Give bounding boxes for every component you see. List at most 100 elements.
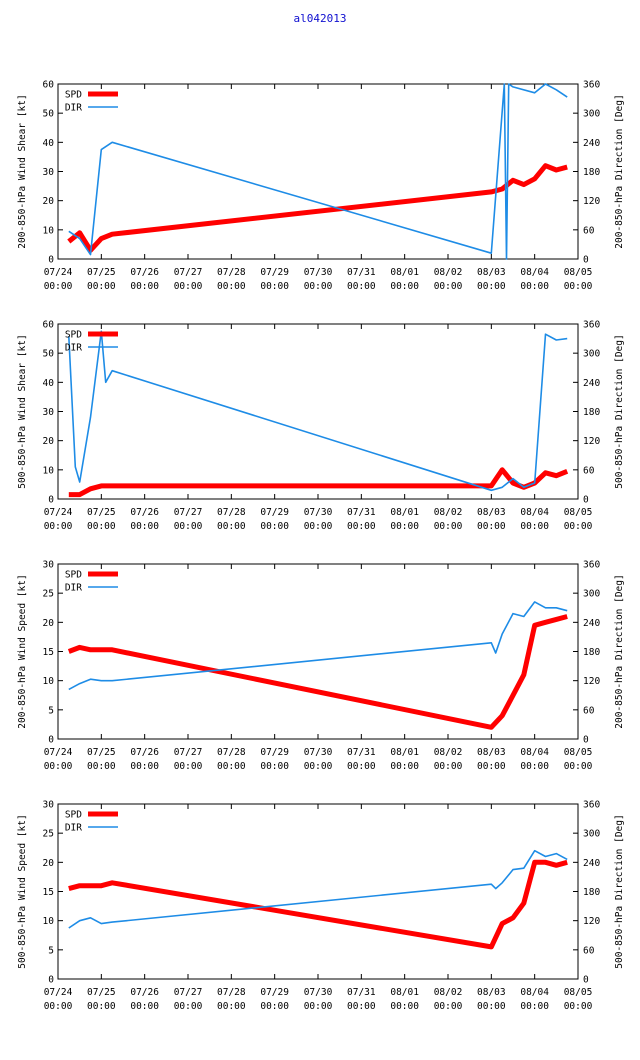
x-tick-time: 00:00 — [87, 761, 116, 772]
x-tick-time: 00:00 — [477, 521, 506, 532]
x-tick-date: 08/05 — [564, 747, 593, 758]
x-tick-date: 08/05 — [564, 507, 593, 518]
x-tick-date: 07/24 — [44, 747, 73, 758]
x-tick-time: 00:00 — [260, 761, 289, 772]
left-tick-label: 60 — [43, 80, 55, 91]
x-tick-time: 00:00 — [44, 281, 73, 292]
left-tick-label: 0 — [48, 735, 54, 746]
x-tick-time: 00:00 — [44, 1001, 73, 1012]
x-tick-date: 08/04 — [520, 747, 549, 758]
x-tick-date: 07/26 — [130, 747, 159, 758]
x-tick-date: 08/02 — [434, 507, 463, 518]
left-tick-label: 20 — [43, 436, 55, 447]
chart-4: 05101520253006012018024030036007/2400:00… — [17, 800, 625, 1013]
x-tick-date: 07/28 — [217, 987, 246, 998]
legend-label-dir: DIR — [65, 583, 82, 594]
x-tick-time: 00:00 — [477, 281, 506, 292]
x-tick-date: 07/28 — [217, 747, 246, 758]
x-tick-time: 00:00 — [304, 281, 333, 292]
spd-series-line — [68, 859, 568, 950]
x-tick-time: 00:00 — [130, 521, 159, 532]
x-tick-date: 07/25 — [87, 507, 116, 518]
x-tick-time: 00:00 — [434, 761, 463, 772]
x-tick-time: 00:00 — [217, 761, 246, 772]
x-tick-date: 07/26 — [130, 507, 159, 518]
x-tick-time: 00:00 — [434, 521, 463, 532]
left-tick-label: 30 — [43, 407, 55, 418]
x-tick-time: 00:00 — [347, 761, 376, 772]
x-tick-time: 00:00 — [520, 1001, 549, 1012]
x-tick-time: 00:00 — [390, 521, 419, 532]
x-tick-time: 00:00 — [217, 1001, 246, 1012]
left-tick-label: 10 — [43, 465, 55, 476]
x-tick-time: 00:00 — [260, 1001, 289, 1012]
left-tick-label: 30 — [43, 800, 55, 811]
x-tick-date: 08/01 — [390, 987, 419, 998]
right-tick-label: 360 — [583, 320, 600, 331]
x-tick-date: 07/25 — [87, 267, 116, 278]
right-tick-label: 0 — [583, 255, 589, 266]
left-axis-label: 200-850-hPa Wind Speed [kt] — [17, 574, 28, 728]
chart-3: 05101520253006012018024030036007/2400:00… — [17, 560, 625, 773]
x-tick-date: 07/25 — [87, 747, 116, 758]
x-tick-time: 00:00 — [520, 281, 549, 292]
x-tick-date: 07/31 — [347, 267, 376, 278]
chart-1: 0 10 20 30 40 50 60 0 60 120 180 240 300 360 07/24 00:0… — [17, 80, 625, 293]
x-tick-date: 08/02 — [434, 987, 463, 998]
right-tick-label: 360 — [583, 800, 600, 811]
x-tick-date: 08/03 — [477, 987, 506, 998]
x-tick-date: 08/03 — [477, 507, 506, 518]
left-tick-label: 15 — [43, 887, 54, 898]
legend-label-dir: DIR — [65, 103, 82, 114]
legend-label-dir: DIR — [65, 343, 82, 354]
plot-frame — [57, 563, 579, 740]
left-tick-label: 50 — [43, 349, 55, 360]
dir-series-line — [68, 601, 568, 691]
left-tick-label: 20 — [43, 858, 55, 869]
right-tick-label: 180 — [583, 167, 600, 178]
right-tick-label: 0 — [583, 735, 589, 746]
right-tick-label: 60 — [583, 225, 595, 236]
right-tick-label: 240 — [583, 138, 600, 149]
right-tick-label: 180 — [583, 407, 600, 418]
x-tick-time: 00:00 — [564, 1001, 593, 1012]
x-tick-date: 07/27 — [174, 507, 203, 518]
x-tick-time: 00:00 — [390, 1001, 419, 1012]
right-tick-label: 120 — [583, 676, 600, 687]
dir-series-line — [68, 849, 568, 929]
right-tick-label: 300 — [583, 109, 600, 120]
x-tick-date: 07/29 — [260, 267, 289, 278]
x-tick-date: 07/24 — [44, 507, 73, 518]
x-tick-time: 00:00 — [87, 521, 116, 532]
right-axis-label: 500-850-hPa Direction [Deg] — [614, 334, 625, 488]
x-tick-time: 00:00 — [304, 521, 333, 532]
right-tick-label: 0 — [583, 495, 589, 506]
left-tick-label: 5 — [48, 945, 54, 956]
x-tick-time: 00:00 — [174, 281, 203, 292]
left-tick-label: 30 — [43, 560, 55, 571]
left-tick-label: 0 — [48, 255, 54, 266]
left-tick-label: 20 — [43, 618, 55, 629]
x-tick-time: 00:00 — [347, 521, 376, 532]
left-axis-label: 500-850-hPa Wind Speed [kt] — [17, 814, 28, 968]
x-tick-date: 08/05 — [564, 267, 593, 278]
chart-2: 0 10 20 30 40 50 60 0 60 120 180 240 300 360 07/24 00:0… — [17, 320, 625, 533]
page-title: al042013 — [293, 12, 347, 25]
left-axis-label: 500-850-hPa Wind Shear [kt] — [17, 334, 28, 488]
x-tick-date: 07/28 — [217, 267, 246, 278]
x-tick-time: 00:00 — [564, 761, 593, 772]
left-tick-label: 10 — [43, 225, 55, 236]
x-tick-date: 08/03 — [477, 267, 506, 278]
x-tick-time: 00:00 — [347, 281, 376, 292]
dir-series-line — [68, 330, 568, 492]
x-tick-time: 00:00 — [130, 761, 159, 772]
x-tick-date: 07/24 — [44, 267, 73, 278]
right-axis-label: 500-850-hPa Direction [Deg] — [614, 814, 625, 968]
left-tick-label: 0 — [48, 495, 54, 506]
x-tick-date: 07/30 — [304, 987, 333, 998]
x-tick-time: 00:00 — [130, 281, 159, 292]
x-tick-time: 00:00 — [130, 1001, 159, 1012]
x-tick-time: 00:00 — [520, 521, 549, 532]
x-tick-time: 00:00 — [390, 281, 419, 292]
